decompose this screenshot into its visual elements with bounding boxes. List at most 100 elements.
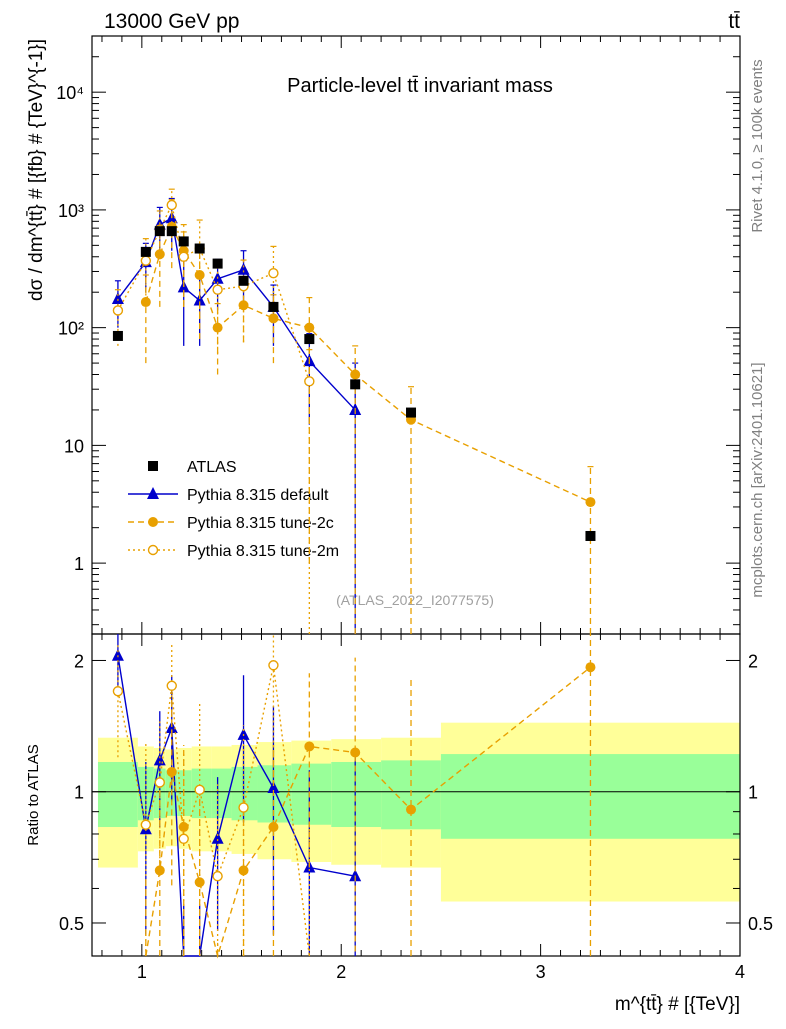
point-tune2m xyxy=(304,376,315,387)
uncertainty-band-inner xyxy=(291,763,332,825)
legend-label-default: Pythia 8.315 default xyxy=(187,487,329,504)
point-tune2m xyxy=(112,686,124,697)
y-tick-label-bottom: 2 xyxy=(74,651,84,671)
uncertainty-band-inner xyxy=(97,761,138,828)
point-atlas xyxy=(238,275,249,286)
legend-label-tune2m: Pythia 8.315 tune-2m xyxy=(187,543,339,560)
point-atlas xyxy=(148,461,158,471)
point-atlas xyxy=(154,226,165,237)
point-atlas xyxy=(140,246,151,257)
ticks xyxy=(92,35,741,956)
watermark: (ATLAS_2022_I2077575) xyxy=(336,592,494,608)
energy-label: 13000 GeV pp xyxy=(104,10,239,33)
series-line-default xyxy=(117,217,356,411)
point-default xyxy=(147,487,159,499)
point-tune2m xyxy=(194,784,205,796)
series-tune2c xyxy=(140,199,596,634)
x-tick-label: 2 xyxy=(336,962,346,982)
y-tick-label-top: 10 xyxy=(64,436,84,456)
point-atlas xyxy=(166,226,177,237)
point-tune2c xyxy=(194,269,205,280)
point-tune2c xyxy=(585,497,596,508)
point-tune2m xyxy=(178,251,189,262)
point-tune2m xyxy=(140,819,152,830)
y-tick-label-bottom-right: 2 xyxy=(748,651,758,671)
point-default xyxy=(237,262,250,275)
x-axis-label: m^{tt̄} # [{TeV}] xyxy=(615,994,740,1015)
point-tune2c xyxy=(194,877,205,888)
point-tune2c xyxy=(148,517,158,527)
y-tick-label-bottom-right: 1 xyxy=(748,783,758,803)
point-default xyxy=(211,831,224,844)
point-tune2c xyxy=(154,865,165,876)
point-tune2c xyxy=(406,804,417,815)
point-default xyxy=(237,727,250,740)
legend-label-tune2c: Pythia 8.315 tune-2c xyxy=(187,515,334,532)
point-atlas xyxy=(406,407,417,418)
point-default xyxy=(111,648,124,661)
uncertainty-band-inner xyxy=(257,765,292,823)
point-tune2m xyxy=(268,268,279,279)
ratio-series-tune2m xyxy=(112,634,311,957)
y-tick-label-top: 1 xyxy=(74,554,84,574)
point-tune2m xyxy=(166,680,177,691)
series-line-tune2m xyxy=(117,202,310,382)
rivet-label: Rivet 4.1.0, ≥ 100k events xyxy=(749,59,766,232)
point-tune2c xyxy=(268,313,279,324)
point-tune2c xyxy=(238,300,249,311)
point-tune2m xyxy=(112,305,124,316)
plot-title: Particle-level tt̄ invariant mass xyxy=(287,75,553,97)
uncertainty-band-inner xyxy=(440,754,740,839)
x-tick-label: 3 xyxy=(536,962,546,982)
point-tune2c xyxy=(304,741,315,752)
point-atlas xyxy=(585,530,596,541)
point-tune2m xyxy=(166,199,177,211)
legend-label-data: ATLAS xyxy=(187,459,237,476)
y-tick-label-top: 10³ xyxy=(58,201,84,221)
process-label: tt̄ xyxy=(728,10,740,33)
point-tune2c xyxy=(304,322,315,333)
point-default xyxy=(267,780,280,793)
point-atlas xyxy=(304,334,315,345)
point-atlas xyxy=(178,236,189,247)
point-tune2m xyxy=(238,802,249,813)
point-default xyxy=(349,869,362,882)
x-tick-label: 4 xyxy=(735,962,745,982)
y-axis-label-bottom: Ratio to ATLAS xyxy=(25,744,42,845)
point-default xyxy=(193,293,206,306)
y-tick-label-bottom-right: 0.5 xyxy=(748,914,773,934)
x-tick-label: 1 xyxy=(137,962,147,982)
point-tune2m xyxy=(212,871,223,882)
point-tune2m xyxy=(268,660,279,671)
point-default xyxy=(111,292,124,305)
uncertainty-band-inner xyxy=(211,768,232,819)
y-tick-label-bottom: 0.5 xyxy=(59,914,84,934)
background-layer xyxy=(97,722,740,902)
mcplots-label: mcplots.cern.ch [arXiv:2401.10621] xyxy=(749,362,766,597)
point-tune2m xyxy=(147,544,159,556)
point-tune2c xyxy=(585,662,596,673)
point-tune2c xyxy=(350,747,361,758)
series-data xyxy=(112,226,596,541)
y-tick-label-bottom: 1 xyxy=(74,783,84,803)
point-atlas xyxy=(350,379,361,390)
uncertainty-band-inner xyxy=(177,770,192,816)
point-tune2m xyxy=(140,255,152,266)
point-tune2c xyxy=(268,822,279,833)
point-tune2m xyxy=(212,284,223,295)
point-atlas xyxy=(112,330,123,341)
y-axis-label-top: dσ / dm^{tt̄} # [{fb} # {TeV}^{-1}] xyxy=(26,39,47,301)
point-atlas xyxy=(194,243,205,254)
y-tick-label-top: 10² xyxy=(58,319,84,339)
point-tune2m xyxy=(154,777,165,788)
ratio-panel-frame xyxy=(91,633,741,957)
point-atlas xyxy=(212,258,223,269)
y-tick-label-top: 10⁴ xyxy=(56,83,84,103)
point-tune2c xyxy=(140,297,151,308)
point-tune2c xyxy=(350,369,361,380)
ratio-series-tune2c xyxy=(145,634,596,959)
point-tune2c xyxy=(166,766,177,777)
legend xyxy=(128,461,178,556)
